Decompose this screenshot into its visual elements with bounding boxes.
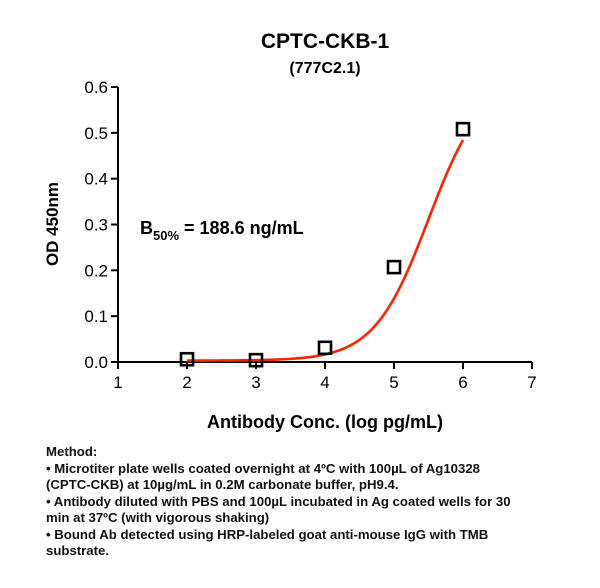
method-line: • Bound Ab detected using HRP-labeled go… xyxy=(46,526,489,542)
y-axis-label: OD 450nm xyxy=(43,182,62,266)
chart-subtitle: (777C2.1) xyxy=(289,60,360,77)
method-line: substrate. xyxy=(46,543,110,558)
x-tick-label: 4 xyxy=(320,373,329,392)
x-tick-label: 6 xyxy=(458,373,467,392)
method-line: • Antibody diluted with PBS and 100µL in… xyxy=(46,493,511,509)
x-ticks: 1 2 3 4 5 6 7 xyxy=(113,362,537,392)
fit-curve xyxy=(186,139,465,362)
method-line: min at 37ºC (with vigorous shaking) xyxy=(46,510,270,525)
y-tick-label: 0.6 xyxy=(84,78,108,97)
method-heading: Method: xyxy=(46,444,98,459)
data-point-square xyxy=(317,340,333,356)
b50-value: = 188.6 ng/mL xyxy=(179,218,304,238)
y-tick-label: 0.1 xyxy=(84,307,108,326)
data-point-square xyxy=(248,352,264,368)
chart-title: CPTC-CKB-1 xyxy=(261,30,390,53)
b50-subscript: 50% xyxy=(153,228,179,243)
x-axis-label: Antibody Conc. (log pg/mL) xyxy=(207,412,443,432)
y-tick-label: 0.4 xyxy=(84,170,108,189)
x-tick-label: 7 xyxy=(527,373,536,392)
y-tick-label: 0.3 xyxy=(84,216,108,235)
y-ticks: 0.0 0.1 0.2 0.3 0.4 0.5 0.6 xyxy=(84,78,118,372)
x-tick-label: 3 xyxy=(251,373,260,392)
method-line: • Microtiter plate wells coated overnigh… xyxy=(46,460,481,476)
x-tick-label: 2 xyxy=(182,373,191,392)
data-point-square xyxy=(179,351,195,367)
y-axis: 0.0 0.1 0.2 0.3 0.4 0.5 0.6 xyxy=(84,78,119,372)
b50-annotation: B50% = 188.6 ng/mL xyxy=(140,218,304,243)
x-axis: 1 2 3 4 5 6 7 xyxy=(113,361,537,392)
x-tick-label: 5 xyxy=(389,373,398,392)
data-point-square xyxy=(455,121,471,137)
data-points xyxy=(179,121,471,368)
method-section: Method: • Microtiter plate wells coated … xyxy=(46,444,566,560)
y-tick-label: 0.2 xyxy=(84,261,108,280)
y-tick-label: 0.0 xyxy=(84,353,108,372)
b50-label: B xyxy=(140,218,153,238)
dose-response-chart: CPTC-CKB-1 (777C2.1) 0.00.10.20.30.40.50… xyxy=(43,30,537,432)
y-tick-label: 0.5 xyxy=(84,124,108,143)
data-point-square xyxy=(386,259,402,275)
method-line: (CPTC-CKB) at 10µg/mL in 0.2M carbonate … xyxy=(46,477,399,492)
x-tick-label: 1 xyxy=(113,373,122,392)
